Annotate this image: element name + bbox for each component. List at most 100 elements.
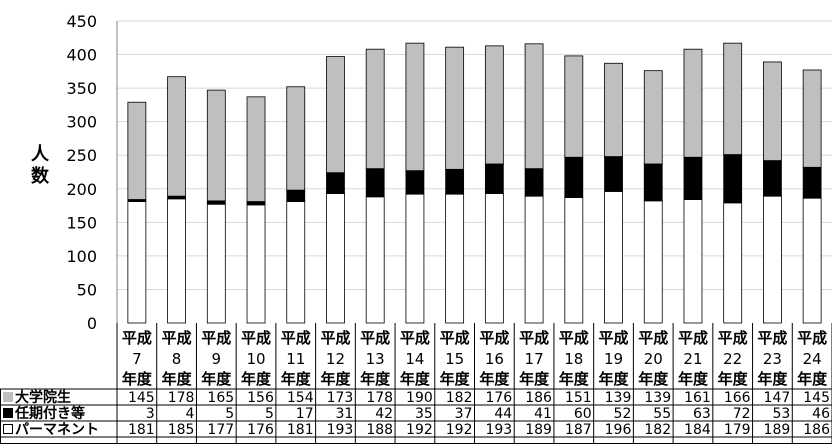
y-tick-label: 0 — [87, 314, 97, 333]
category-label: 17 — [525, 350, 544, 368]
bar-segment — [564, 197, 584, 324]
data-table-value: 35 — [415, 406, 433, 422]
bar-segment — [604, 62, 623, 157]
data-table-value: 147 — [764, 390, 791, 406]
category-label: 11 — [286, 350, 305, 368]
data-table-value: 46 — [812, 406, 830, 422]
y-tick-label: 50 — [77, 280, 97, 299]
data-table-value: 184 — [684, 422, 711, 438]
data-table-value: 3 — [146, 406, 155, 422]
bar-segment — [286, 86, 306, 191]
data-table-value: 165 — [207, 390, 234, 406]
y-tick-label: 200 — [66, 180, 97, 199]
bar-segment — [167, 76, 186, 197]
bar-segment — [405, 193, 425, 324]
y-tick-label: 400 — [66, 46, 97, 65]
category-label: 平成 — [797, 329, 827, 347]
category-label: 16 — [485, 350, 504, 368]
data-table-value: 139 — [644, 390, 671, 406]
data-table-value: 72 — [733, 406, 751, 422]
data-table-value: 44 — [494, 406, 512, 422]
category-label: 7 — [132, 350, 142, 368]
legend-marker — [3, 424, 13, 434]
y-tick-label: 300 — [66, 113, 97, 132]
category-label: 21 — [683, 350, 702, 368]
bar-segment — [365, 48, 385, 170]
data-table-value: 186 — [525, 390, 552, 406]
bar-segment — [246, 204, 266, 324]
category-label: 平成 — [479, 329, 509, 347]
data-table-value: 166 — [724, 390, 751, 406]
data-table-value: 192 — [406, 422, 433, 438]
category-label: 平成 — [678, 329, 708, 347]
bar-segment — [723, 202, 743, 324]
legend-marker — [3, 392, 13, 402]
category-label: 年度 — [320, 370, 351, 388]
data-table-value: 37 — [455, 406, 473, 422]
category-label: 平成 — [757, 329, 787, 347]
legend-label: 任期付き等 — [14, 405, 85, 422]
category-label: 平成 — [162, 329, 192, 347]
y-tick-label: 150 — [66, 213, 97, 232]
data-table-value: 188 — [366, 422, 393, 438]
bar-segment — [604, 156, 623, 192]
bar-segment — [524, 168, 544, 197]
category-label: 年度 — [757, 370, 788, 388]
category-label: 平成 — [122, 329, 152, 347]
data-table-value: 156 — [247, 390, 274, 406]
data-table-value: 139 — [605, 390, 632, 406]
bar-segment — [286, 189, 306, 202]
bar-segment — [484, 45, 504, 165]
category-label: 年度 — [559, 370, 590, 388]
data-table-value: 161 — [684, 390, 711, 406]
data-table-value: 182 — [446, 390, 473, 406]
category-label: 19 — [604, 350, 623, 368]
category-label: 10 — [246, 350, 265, 368]
category-label: 14 — [405, 350, 424, 368]
bar-segment — [127, 101, 147, 200]
bar-segment — [802, 69, 822, 168]
bar-segment — [763, 160, 782, 197]
bar-segment — [405, 170, 425, 195]
data-table-value: 196 — [605, 422, 632, 438]
data-table-value: 176 — [485, 390, 512, 406]
category-label: 年度 — [797, 370, 828, 388]
bar-segment — [286, 201, 306, 324]
bar-segment — [564, 156, 584, 198]
data-table-value: 41 — [534, 406, 552, 422]
data-table-value: 173 — [327, 390, 354, 406]
data-table-value: 189 — [764, 422, 791, 438]
data-table-value: 192 — [446, 422, 473, 438]
bar-segment — [167, 198, 186, 324]
bar-segment — [326, 56, 345, 174]
bar-segment — [206, 203, 226, 324]
category-label: 年度 — [440, 370, 471, 388]
data-table-value: 154 — [287, 390, 314, 406]
category-label: 年度 — [241, 370, 272, 388]
bar-segment — [683, 199, 703, 324]
bar-segment — [246, 96, 266, 202]
category-label: 平成 — [201, 329, 231, 347]
data-table-value: 187 — [565, 422, 592, 438]
bar-segment — [445, 193, 465, 324]
category-label: 平成 — [440, 329, 470, 347]
legend-label: 大学院生 — [15, 389, 71, 406]
category-label: 平成 — [519, 329, 549, 347]
category-label: 平成 — [718, 329, 748, 347]
bar-segment — [564, 55, 584, 158]
bar-segment — [604, 191, 623, 324]
data-table-value: 42 — [375, 406, 393, 422]
bar-segment — [206, 89, 226, 202]
data-table-value: 53 — [772, 406, 790, 422]
bar-segment — [484, 163, 504, 194]
data-table-value: 193 — [485, 422, 512, 438]
bar-segment — [802, 166, 822, 199]
data-table-value: 189 — [525, 422, 552, 438]
data-table-value: 186 — [803, 422, 830, 438]
data-table-value: 182 — [644, 422, 671, 438]
y-axis-label: 人 — [31, 144, 50, 165]
bar-segment — [445, 46, 465, 170]
category-label: 12 — [326, 350, 345, 368]
bar-segment — [365, 196, 385, 324]
